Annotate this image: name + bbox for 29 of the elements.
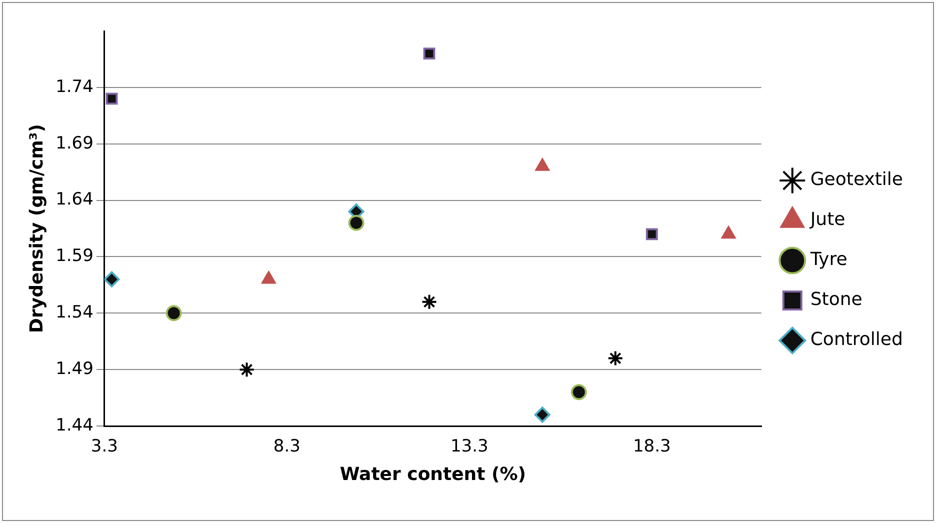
legend-label: Geotextile [810,169,904,190]
point [534,406,550,423]
legend-label: Tyre [809,249,848,270]
point [421,294,438,310]
y-tick-label: 1.64 [56,190,94,210]
legend-label: Jute [809,209,846,230]
y-tick-label: 1.54 [56,302,94,323]
point [423,48,436,60]
y-tick-label: 1.49 [56,358,94,379]
legend-label: Stone [810,289,862,310]
point [348,214,364,231]
x-tick-label: 3.3 [90,436,118,457]
y-tick-label: 1.59 [56,246,94,266]
legend-label: Controlled [810,329,903,350]
point [238,362,255,378]
y-tick-label: 1.44 [56,415,94,436]
point [104,271,120,288]
point [106,92,118,105]
x-axis-title: Water content (%) [340,464,526,485]
x-tick-label: 18.3 [632,436,671,457]
x-tick-label: 8.3 [273,436,300,457]
y-tick-label: 1.74 [56,76,94,97]
x-tick-label: 13.3 [450,436,488,457]
point [646,228,658,240]
y-axis-title: Drydensity (gm/cm³) [26,124,48,333]
point [570,384,587,400]
point [166,305,182,322]
y-tick-label: 1.69 [56,133,94,154]
point [607,350,624,366]
